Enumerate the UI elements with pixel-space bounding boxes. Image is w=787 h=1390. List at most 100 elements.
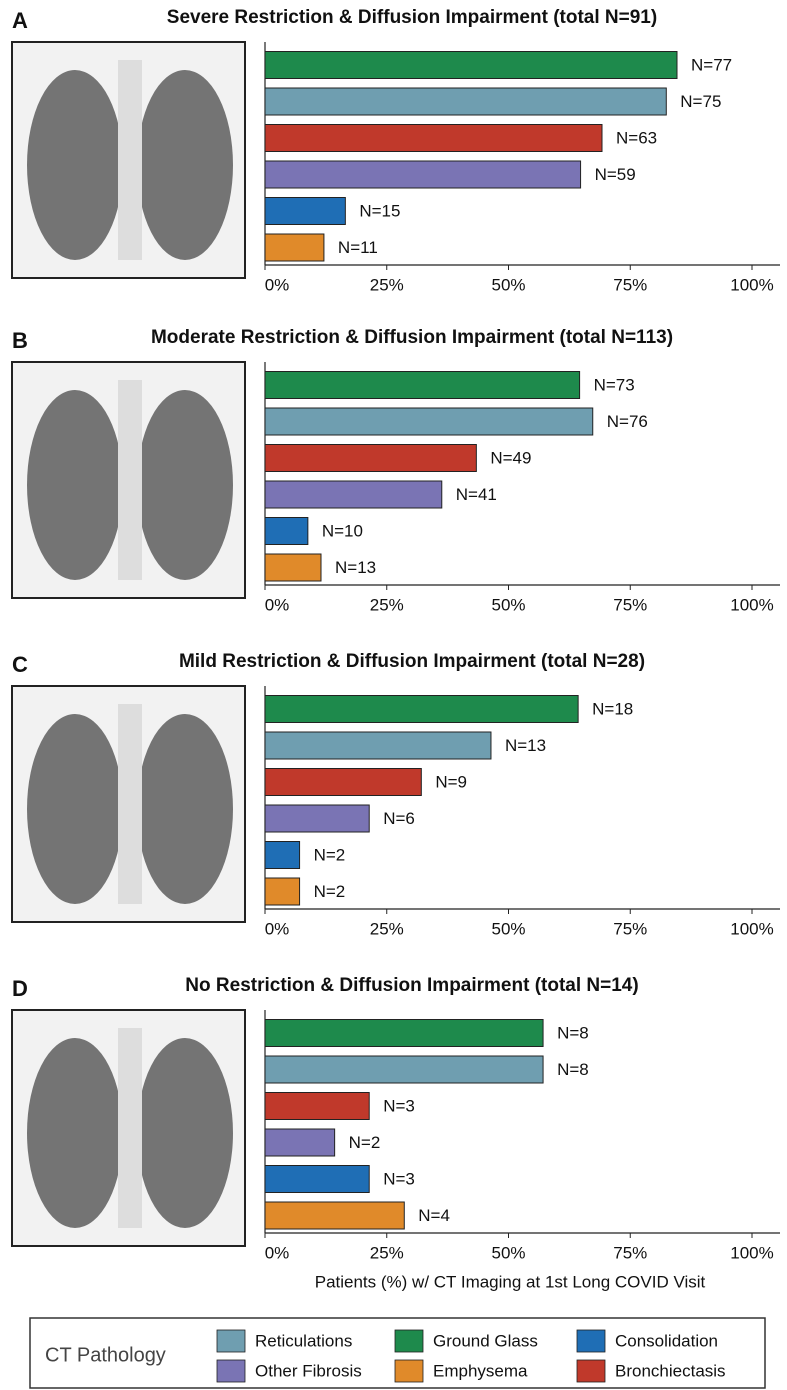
legend-swatch (577, 1360, 605, 1382)
x-tick-label: 50% (491, 275, 525, 294)
x-tick-label: 25% (370, 1243, 404, 1262)
x-tick-label: 100% (730, 595, 773, 614)
bar-label: N=2 (314, 882, 346, 901)
legend-swatch (577, 1330, 605, 1352)
x-axis-label: Patients (%) w/ CT Imaging at 1st Long C… (315, 1272, 706, 1291)
bar-label: N=9 (435, 772, 467, 791)
x-tick-label: 0% (265, 595, 290, 614)
x-tick-label: 75% (613, 595, 647, 614)
bar-label: N=15 (359, 201, 400, 220)
x-tick-label: 25% (370, 275, 404, 294)
ct-mediastinum (118, 380, 142, 580)
bar (265, 198, 345, 225)
panel-letter: A (12, 8, 28, 33)
x-tick-label: 0% (265, 1243, 290, 1262)
ct-lung (27, 390, 123, 580)
ct-lung (137, 390, 233, 580)
legend-title: CT Pathology (45, 1344, 166, 1366)
ct-lung (137, 714, 233, 904)
x-tick-label: 75% (613, 919, 647, 938)
bar (265, 161, 581, 188)
chart-title: Moderate Restriction & Diffusion Impairm… (151, 327, 673, 348)
bar-label: N=13 (505, 736, 546, 755)
bar (265, 554, 321, 581)
bar (265, 408, 593, 435)
panel-letter: C (12, 652, 28, 677)
bar (265, 732, 491, 759)
x-tick-label: 50% (491, 919, 525, 938)
x-tick-label: 100% (730, 1243, 773, 1262)
legend-label: Other Fibrosis (255, 1361, 362, 1380)
bar-label: N=6 (383, 809, 415, 828)
bar-label: N=49 (490, 448, 531, 467)
x-tick-label: 75% (613, 1243, 647, 1262)
bar-label: N=3 (383, 1096, 415, 1115)
legend-label: Reticulations (255, 1331, 352, 1350)
bar (265, 769, 421, 796)
x-tick-label: 100% (730, 275, 773, 294)
bar-label: N=11 (338, 238, 378, 257)
ct-mediastinum (118, 60, 142, 260)
bar (265, 88, 666, 115)
x-tick-label: 25% (370, 919, 404, 938)
bar (265, 878, 300, 905)
bar (265, 1020, 543, 1047)
x-tick-label: 50% (491, 1243, 525, 1262)
bar-label: N=18 (592, 699, 633, 718)
legend-swatch (395, 1360, 423, 1382)
bar (265, 1056, 543, 1083)
legend-swatch (217, 1360, 245, 1382)
bar-label: N=76 (607, 412, 648, 431)
legend-label: Consolidation (615, 1331, 718, 1350)
bar-label: N=75 (680, 92, 721, 111)
bar (265, 481, 442, 508)
bar-label: N=4 (418, 1206, 450, 1225)
bar-label: N=13 (335, 558, 376, 577)
bar-label: N=59 (595, 165, 636, 184)
x-tick-label: 50% (491, 595, 525, 614)
bar-label: N=10 (322, 521, 363, 540)
panel-letter: B (12, 328, 28, 353)
bar (265, 1093, 369, 1120)
bar (265, 518, 308, 545)
bar-label: N=41 (456, 485, 497, 504)
ct-lung (137, 70, 233, 260)
bar-label: N=63 (616, 128, 657, 147)
chart-title: Mild Restriction & Diffusion Impairment … (179, 651, 645, 672)
x-tick-label: 0% (265, 275, 290, 294)
bar-label: N=2 (349, 1133, 381, 1152)
bar-label: N=73 (594, 375, 635, 394)
legend-label: Emphysema (433, 1361, 528, 1380)
ct-mediastinum (118, 1028, 142, 1228)
bar-label: N=2 (314, 845, 346, 864)
bar (265, 234, 324, 261)
bar (265, 842, 300, 869)
chart-title: No Restriction & Diffusion Impairment (t… (185, 975, 638, 996)
bar (265, 125, 602, 152)
bar-label: N=8 (557, 1060, 589, 1079)
legend-swatch (217, 1330, 245, 1352)
bar (265, 1166, 369, 1193)
chart-title: Severe Restriction & Diffusion Impairmen… (167, 7, 657, 28)
ct-lung (27, 714, 123, 904)
bar (265, 52, 677, 79)
bar (265, 1202, 404, 1229)
bar-label: N=8 (557, 1023, 589, 1042)
bar (265, 445, 476, 472)
legend-label: Ground Glass (433, 1331, 538, 1350)
x-tick-label: 75% (613, 275, 647, 294)
bar (265, 696, 578, 723)
ct-lung (27, 1038, 123, 1228)
x-tick-label: 0% (265, 919, 290, 938)
figure: Patients (%) w/ CT Imaging at 1st Long C… (0, 0, 787, 1390)
bar-label: N=3 (383, 1169, 415, 1188)
bar (265, 372, 580, 399)
legend-label: Bronchiectasis (615, 1361, 726, 1380)
ct-lung (27, 70, 123, 260)
x-tick-label: 100% (730, 919, 773, 938)
legend-swatch (395, 1330, 423, 1352)
bar (265, 805, 369, 832)
x-tick-label: 25% (370, 595, 404, 614)
ct-mediastinum (118, 704, 142, 904)
panel-letter: D (12, 976, 28, 1001)
